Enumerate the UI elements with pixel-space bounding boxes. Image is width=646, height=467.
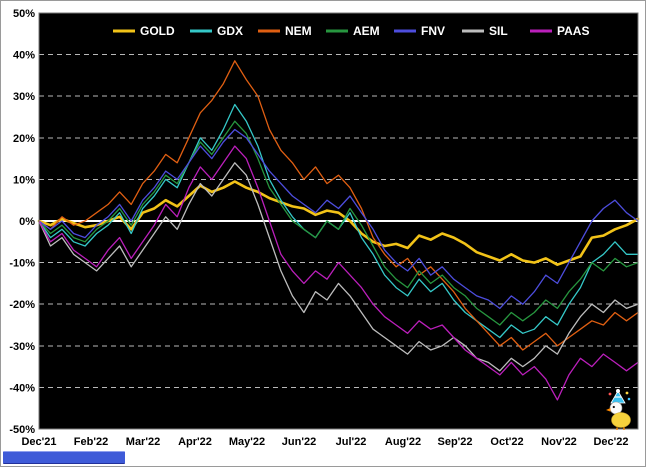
y-tick-label: -20% — [9, 299, 35, 311]
x-tick-label: Mar'22 — [126, 436, 160, 448]
x-tick-label: Jul'22 — [336, 436, 367, 448]
x-tick-label: Aug'22 — [385, 436, 421, 448]
x-tick-label: Jun'22 — [282, 436, 316, 448]
x-tick-label: Oct'22 — [490, 436, 523, 448]
legend-label: FNV — [421, 24, 445, 38]
series-line-fnv — [38, 128, 639, 310]
y-tick-label: -40% — [9, 382, 35, 394]
x-tick-label: Dec'21 — [21, 436, 56, 448]
x-tick-label: May'22 — [229, 436, 265, 448]
performance-chart: -50% -40% -30% -20% -10% 0% 10% 20% 30% 40% 50% Dec… — [9, 8, 640, 448]
legend-label: NEM — [285, 24, 312, 38]
legend-item-paas: PAAS — [530, 24, 589, 38]
y-tick-label: 0% — [19, 216, 35, 228]
legend-item-nem: NEM — [258, 24, 312, 38]
series-line-nem — [38, 60, 639, 351]
legend-item-sil: SIL — [462, 24, 508, 38]
legend-label: SIL — [489, 24, 508, 38]
x-tick-label: Dec'22 — [593, 436, 628, 448]
legend-item-aem: AEM — [326, 24, 380, 38]
series-line-aem — [38, 120, 639, 326]
y-tick-label: -50% — [9, 424, 35, 436]
x-tick-label: Nov'22 — [541, 436, 577, 448]
horizontal-scrollbar-thumb[interactable] — [3, 451, 125, 464]
x-tick-label: Sep'22 — [437, 436, 472, 448]
legend-item-gdx: GDX — [190, 24, 243, 38]
legend-label: AEM — [353, 24, 380, 38]
series-line-sil — [38, 162, 639, 372]
y-tick-label: 30% — [13, 91, 35, 103]
party-chick-icon — [606, 389, 631, 430]
y-tick-label: -30% — [9, 341, 35, 353]
y-tick-label: -10% — [9, 258, 35, 270]
legend-label: GOLD — [140, 24, 175, 38]
y-tick-label: 50% — [13, 8, 35, 20]
series-line-paas — [38, 145, 639, 401]
y-tick-label: 40% — [13, 50, 35, 62]
legend-label: PAAS — [557, 24, 589, 38]
y-tick-label: 10% — [13, 174, 35, 186]
legend-item-gold: GOLD — [113, 24, 175, 38]
x-tick-label: Apr'22 — [178, 436, 212, 448]
legend-label: GDX — [217, 24, 243, 38]
plot-border — [38, 12, 639, 430]
legend-item-fnv: FNV — [394, 24, 445, 38]
y-tick-label: 20% — [13, 133, 35, 145]
x-tick-label: Feb'22 — [74, 436, 108, 448]
